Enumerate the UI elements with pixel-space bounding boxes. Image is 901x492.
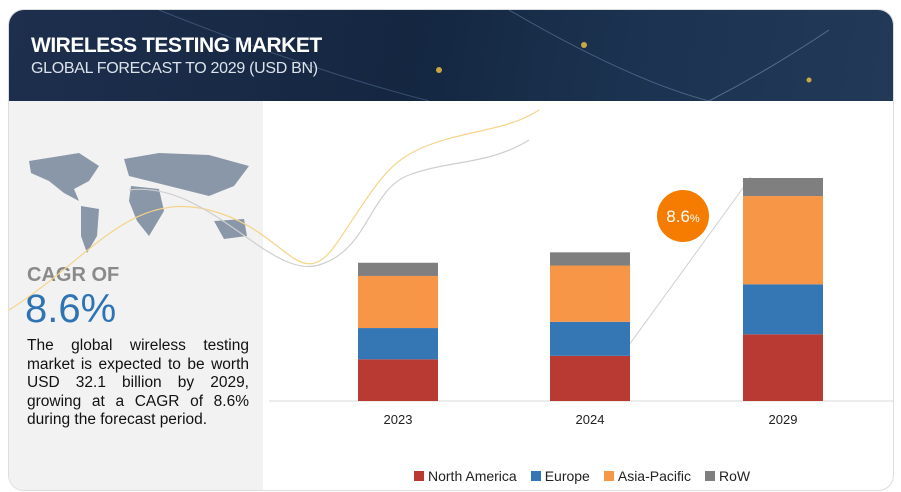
- legend-label: RoW: [719, 468, 751, 484]
- world-map-icon: [29, 153, 249, 253]
- cagr-badge-value: 8.6: [666, 207, 690, 226]
- legend-item: Asia-Pacific: [603, 468, 691, 484]
- cagr-value: 8.6%: [25, 287, 117, 331]
- network-lines-decoration: [158, 10, 830, 101]
- legend-label: Europe: [544, 468, 590, 484]
- market-description: The global wireless testing market is ex…: [27, 337, 249, 428]
- bar-2023-europe: [358, 328, 438, 360]
- bar-2024-asia-pacific: [550, 265, 630, 322]
- bar-2029-asia-pacific: [743, 196, 823, 285]
- bar-2029-europe: [743, 284, 823, 335]
- header-banner: WIRELESS TESTING MARKET GLOBAL FORECAST …: [9, 10, 893, 101]
- summary-panel: CAGR OF 8.6% The global wireless testing…: [9, 101, 263, 490]
- growth-arrow: [628, 176, 752, 346]
- chart-legend: North America Europe Asia-Pacific RoW: [414, 468, 750, 484]
- bar-2023-row: [358, 262, 438, 276]
- x-tick-label: 2023: [384, 412, 413, 427]
- bar-2023-asia-pacific: [358, 275, 438, 329]
- bar-2029-north-america: [743, 334, 823, 401]
- bar-2029-row: [743, 178, 823, 197]
- legend-item: Europe: [530, 468, 590, 484]
- bar-2024-north-america: [550, 355, 630, 401]
- decorative-curve: [9, 109, 540, 311]
- stacked-bar-chart: 2023 2024 2029 8.6%: [9, 109, 893, 427]
- legend-label: Asia-Pacific: [617, 468, 691, 484]
- legend-swatch: [530, 471, 541, 481]
- legend-item: North America: [414, 468, 517, 484]
- infographic-card: WIRELESS TESTING MARKET GLOBAL FORECAST …: [8, 9, 894, 491]
- cagr-badge: [657, 190, 709, 242]
- x-tick-label: 2024: [576, 412, 605, 427]
- cagr-badge-unit: %: [690, 213, 700, 225]
- legend-label: North America: [428, 468, 517, 484]
- x-tick-label: 2029: [769, 412, 798, 427]
- svg-text:8.6%: 8.6%: [666, 207, 700, 226]
- bar-2024-row: [550, 252, 630, 266]
- legend-swatch: [414, 471, 424, 481]
- legend-swatch: [705, 471, 715, 481]
- legend-item: RoW: [705, 468, 750, 484]
- decorative-curve: [128, 139, 530, 268]
- page-subtitle: GLOBAL FORECAST TO 2029 (USD BN): [31, 60, 318, 77]
- bar-2023-north-america: [358, 359, 438, 401]
- legend-swatch: [603, 471, 614, 481]
- page-title: WIRELESS TESTING MARKET: [31, 34, 322, 57]
- bar-2024-europe: [550, 321, 630, 356]
